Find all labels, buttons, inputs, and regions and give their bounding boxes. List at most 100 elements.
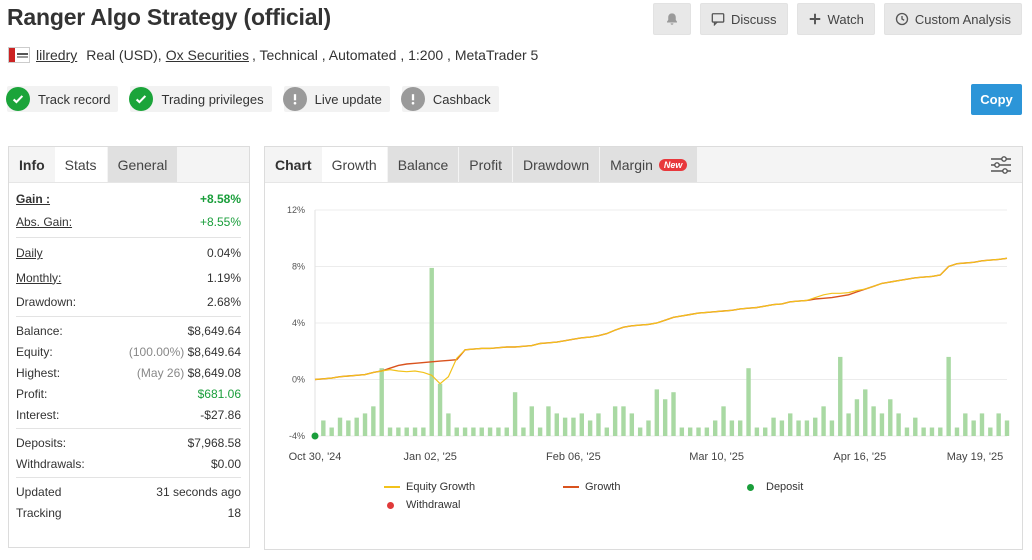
- y-tick-label: 4%: [292, 318, 305, 328]
- volume-bar: [888, 399, 893, 436]
- x-tick-label: Feb 06, '25: [546, 451, 601, 463]
- badge-track-record: Track record: [6, 86, 119, 112]
- volume-bar: [387, 427, 393, 436]
- volume-bar: [1004, 420, 1010, 436]
- volume-bar: [738, 420, 743, 436]
- stat-label[interactable]: Daily: [16, 246, 43, 260]
- discuss-button[interactable]: Discuss: [700, 3, 788, 35]
- volume-bar: [529, 406, 534, 436]
- settings-sliders-icon[interactable]: [990, 155, 1012, 175]
- legend-withdrawal[interactable]: Withdrawal: [387, 499, 460, 511]
- tab-stats[interactable]: Stats: [54, 147, 107, 182]
- tab-drawdown[interactable]: Drawdown: [512, 147, 600, 182]
- volume-bar: [821, 406, 826, 436]
- volume-bar: [671, 392, 676, 436]
- volume-bar: [462, 427, 468, 436]
- badge-label: Track record: [38, 91, 111, 107]
- badge-cashback: Cashback: [400, 86, 499, 112]
- legend-deposit[interactable]: Deposit: [747, 481, 803, 493]
- volume-bar: [996, 413, 1001, 436]
- y-tick-label: 12%: [287, 205, 305, 215]
- volume-bar: [412, 427, 418, 436]
- legend-label: Deposit: [766, 481, 804, 493]
- tab-profit[interactable]: Profit: [459, 147, 512, 182]
- stat-label: Deposits:: [16, 435, 67, 450]
- volume-bar: [988, 427, 993, 436]
- legend-label: Withdrawal: [406, 499, 461, 511]
- watch-button[interactable]: Watch: [796, 3, 875, 35]
- stat-withdrawals: Withdrawals: $0.00: [16, 453, 241, 474]
- stat-label[interactable]: Gain :: [16, 191, 51, 206]
- volume-bar: [904, 427, 910, 436]
- stat-label: Tracking: [16, 505, 62, 520]
- volume-bar: [779, 420, 785, 436]
- stat-label[interactable]: Monthly:: [16, 270, 62, 285]
- legend-equity[interactable]: Equity Growth: [384, 481, 475, 493]
- tab-general[interactable]: General: [107, 147, 178, 182]
- stat-value: $681.06: [197, 386, 241, 401]
- stat-abs-gain: Abs. Gain: +8.55%: [16, 209, 241, 234]
- tab-chart[interactable]: Chart: [265, 147, 322, 182]
- volume-bar: [746, 368, 751, 436]
- tab-growth[interactable]: Growth: [321, 147, 387, 182]
- volume-bar: [763, 427, 768, 436]
- stat-equity: Equity: (100.00%) $8,649.64: [16, 341, 241, 362]
- y-tick-label: -4%: [289, 431, 305, 441]
- stat-value: $8,649.64: [187, 323, 241, 338]
- stat-value: $0.00: [210, 456, 241, 471]
- volume-bar: [612, 406, 618, 436]
- stat-value: -$27.86: [200, 407, 241, 422]
- broker-link[interactable]: Ox Securities: [165, 47, 249, 63]
- volume-bar: [479, 427, 484, 436]
- volume-bar: [804, 420, 810, 436]
- tab-margin[interactable]: Margin New: [600, 147, 698, 182]
- stat-tracking: Tracking 18: [16, 502, 241, 523]
- copy-button[interactable]: Copy: [971, 84, 1022, 115]
- volume-bar: [871, 406, 876, 436]
- tab-info[interactable]: Info: [9, 147, 55, 182]
- custom-analysis-button[interactable]: Custom Analysis: [883, 3, 1022, 35]
- user-link[interactable]: lilredry: [36, 47, 78, 63]
- tab-balance[interactable]: Balance: [387, 147, 459, 182]
- stat-label[interactable]: Abs. Gain:: [16, 214, 73, 229]
- custom-analysis-label: Custom Analysis: [914, 11, 1011, 27]
- volume-bar: [421, 427, 426, 436]
- volume-bar: [337, 417, 343, 436]
- equity-percent: (100.00%): [128, 344, 185, 359]
- check-icon: [6, 87, 30, 111]
- badge-label: Trading privileges: [161, 91, 264, 107]
- legend-swatch: [747, 483, 754, 491]
- volume-bar: [604, 427, 610, 436]
- stat-label: Highest:: [16, 365, 61, 380]
- stat-value: 18: [227, 505, 241, 520]
- stat-monthly: Monthly: 1.19%: [16, 265, 241, 290]
- tab-label: Margin: [610, 156, 653, 173]
- volume-bar: [662, 399, 668, 436]
- volume-bar: [496, 427, 501, 436]
- notify-button[interactable]: [653, 3, 692, 35]
- volume-bar: [788, 413, 793, 436]
- volume-bar: [829, 420, 835, 436]
- stats-tabs: Info Stats General: [9, 147, 249, 183]
- legend-swatch: [387, 501, 394, 509]
- stat-profit: Profit: $681.06: [16, 383, 241, 404]
- legend-swatch: [384, 486, 400, 488]
- volume-bar: [371, 406, 376, 436]
- page-title: Ranger Algo Strategy (official): [7, 4, 331, 30]
- stat-drawdown: Drawdown: 2.68%: [16, 290, 241, 313]
- plus-icon: [809, 13, 820, 25]
- volume-bar: [971, 420, 976, 436]
- volume-bar: [896, 413, 901, 436]
- volume-bar: [562, 417, 568, 436]
- volume-bar: [504, 427, 509, 436]
- volume-bar: [854, 399, 860, 436]
- volume-bar: [963, 413, 968, 436]
- volume-bar: [938, 427, 943, 436]
- legend-growth[interactable]: Growth: [563, 481, 620, 493]
- x-tick-label: Jan 02, '25: [403, 451, 456, 463]
- exclamation-icon: [400, 87, 425, 111]
- volume-bar: [362, 413, 368, 436]
- avatar: [8, 47, 30, 63]
- volume-bar: [796, 420, 801, 436]
- equity-series-line: [314, 257, 1008, 385]
